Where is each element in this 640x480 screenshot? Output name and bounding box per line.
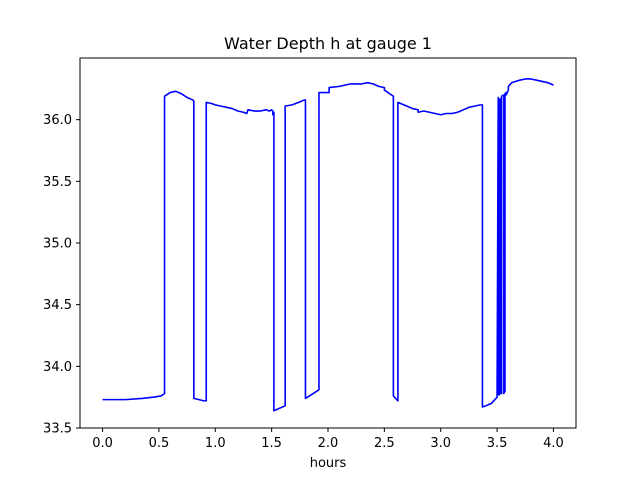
- x-tick-label: 0.5: [149, 436, 170, 451]
- y-tick-label: 35.5: [43, 175, 72, 190]
- series-line-0: [102, 78, 554, 412]
- x-tick-label: 1.0: [205, 436, 226, 451]
- chart-title: Water Depth h at gauge 1: [224, 34, 432, 53]
- x-tick-label: 2.5: [374, 436, 395, 451]
- y-tick-label: 36.0: [43, 113, 72, 128]
- y-axis: 33.5 34.0 34.5 35.0 35.5 36.0: [43, 113, 80, 437]
- y-tick-label: 34.0: [43, 360, 72, 375]
- x-tick-label: 0.0: [92, 436, 113, 451]
- x-axis-label: hours: [310, 456, 347, 471]
- x-tick-label: 1.5: [261, 436, 282, 451]
- x-tick-label: 3.0: [430, 436, 451, 451]
- x-tick-label: 4.0: [543, 436, 564, 451]
- x-tick-label: 2.0: [318, 436, 339, 451]
- y-tick-label: 33.5: [43, 422, 72, 437]
- x-tick-label: 3.5: [487, 436, 508, 451]
- y-tick-label: 35.0: [43, 237, 72, 252]
- x-axis: 0.0 0.5 1.0 1.5 2.0 2.5 3.0 3.5 4.0: [92, 428, 564, 451]
- y-tick-label: 34.5: [43, 298, 72, 313]
- series-layer: [102, 78, 554, 412]
